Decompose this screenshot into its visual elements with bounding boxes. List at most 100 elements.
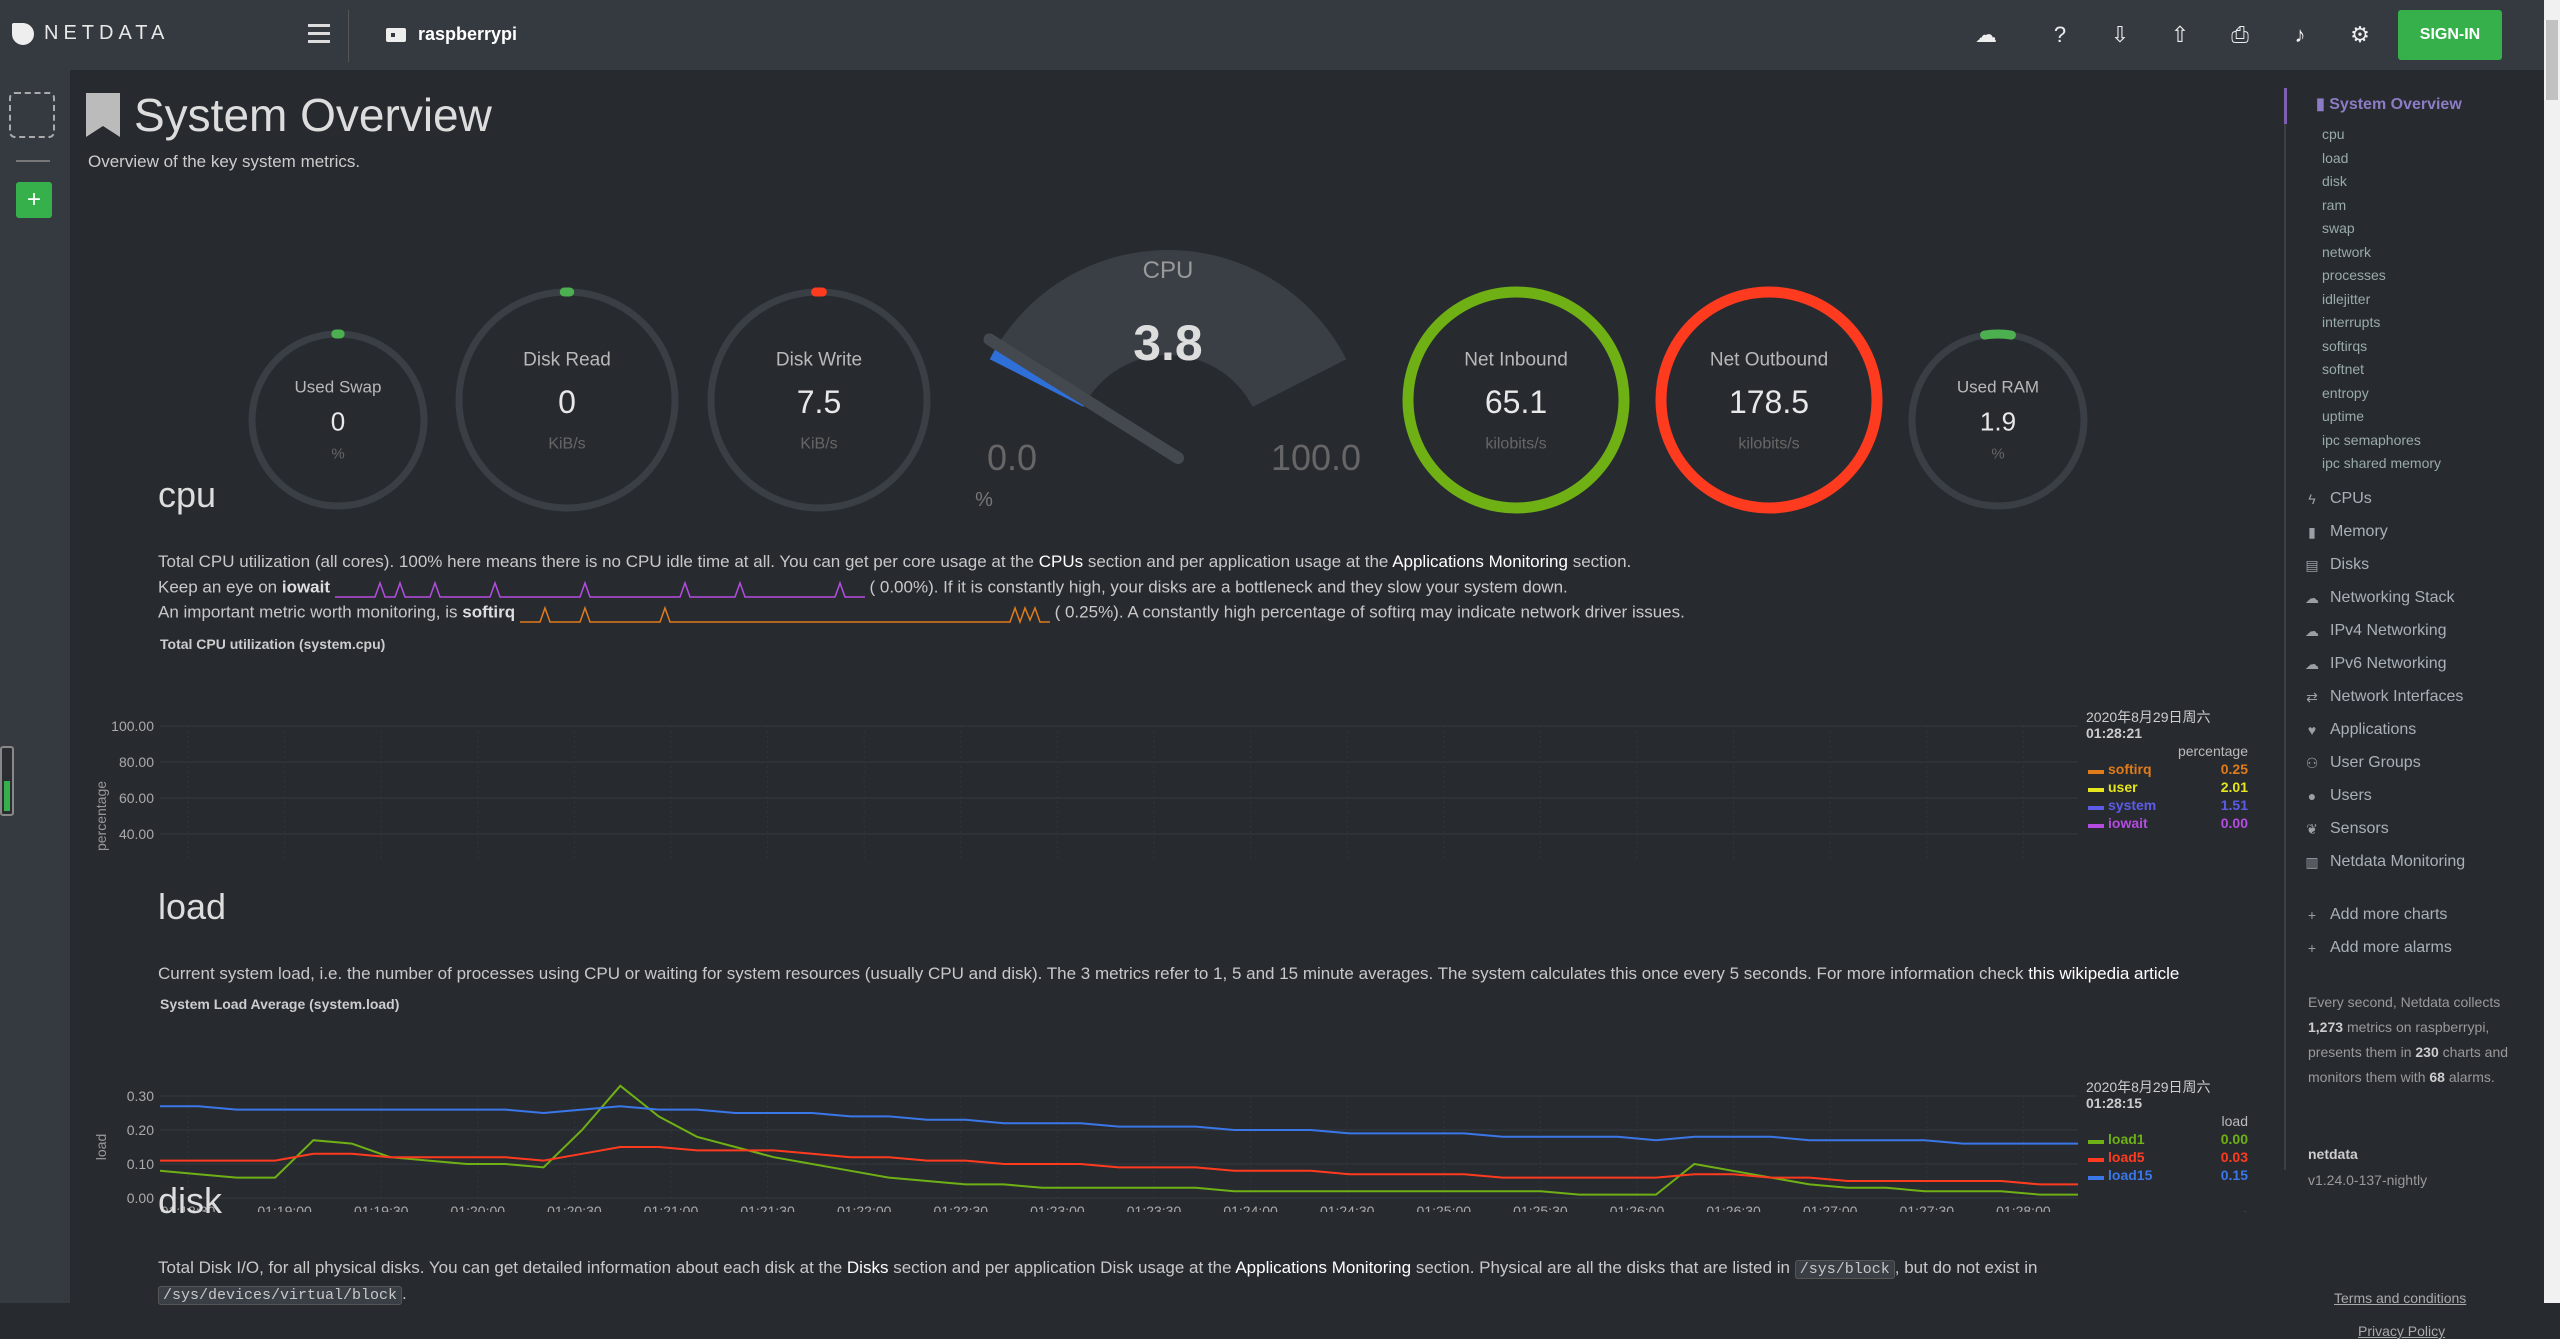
cloud-icon[interactable]: ☁	[1975, 22, 1997, 47]
terms-link[interactable]: Terms and conditions	[2334, 1290, 2467, 1306]
toc-sub-ram[interactable]: ram	[2322, 196, 2347, 213]
help-icon[interactable]: ?	[2053, 22, 2067, 47]
footer-text: charts and monitors them with	[2308, 1044, 2509, 1085]
legend-series-value: 2.01	[2221, 779, 2248, 795]
gauge-value: 65.1	[1485, 384, 1547, 420]
legend-series-name: softirq	[2108, 761, 2152, 777]
main-content: System Overview Overview of the key syst…	[70, 70, 2280, 1305]
chart-nav-icon: +	[2239, 1208, 2251, 1212]
toc-item-networking-stack[interactable]: ☁ Networking Stack	[2304, 589, 2455, 607]
toc-item-network-interfaces[interactable]: ⇄ Network Interfaces	[2304, 688, 2463, 706]
toc-sub-disk[interactable]: disk	[2322, 173, 2347, 189]
toc-sub-entropy[interactable]: entropy	[2322, 384, 2369, 401]
cpu-chart[interactable]: 100.0080.0060.0040.0020.000.00percentage…	[70, 630, 2280, 860]
toc-label: User Groups	[2330, 754, 2421, 771]
gauge-arc	[1907, 329, 2089, 511]
toc-sub-processes[interactable]: processes	[2322, 267, 2386, 283]
footer-text: metrics on raspberrypi, presents them in	[2308, 1019, 2490, 1060]
applications-monitoring-link[interactable]: Applications Monitoring	[1392, 552, 1568, 571]
gear-icon[interactable]: ⚙	[2350, 22, 2370, 47]
scrollbar-thumb[interactable]	[2546, 20, 2558, 100]
toc-item-users[interactable]: ● Users	[2304, 787, 2372, 805]
toc-sub-interrupts[interactable]: interrupts	[2322, 314, 2381, 330]
desc-text: ( 0.25%). A constantly high percentage o…	[1054, 602, 1685, 622]
load-chart[interactable]: 0.30 0.20 0.10 0.00 load 01:18:30 01:19:00 01:1…	[70, 992, 2280, 1212]
toc-sub-cpu[interactable]: cpu	[2322, 126, 2345, 142]
plus-icon: +	[2307, 940, 2317, 956]
page-title-text: System Overview	[134, 89, 492, 141]
privacy-link[interactable]: Privacy Policy	[2358, 1323, 2446, 1339]
gauge-unit: %	[1991, 446, 2004, 463]
iowait-label: iowait	[281, 577, 331, 597]
cloud-icon: ☁	[2305, 590, 2319, 606]
gauge-title: Used Swap	[295, 377, 382, 396]
netdata-logo[interactable]: NETDATA	[12, 22, 169, 45]
disks-link[interactable]: Disks	[846, 1258, 889, 1277]
download-icon[interactable]: ⇩	[2110, 22, 2130, 47]
sign-in-button[interactable]: SIGN-IN	[2398, 10, 2502, 60]
load-chart-title: System Load Average (system.load)	[160, 996, 400, 1012]
gauge-arc	[1402, 286, 1630, 514]
print-icon[interactable]: ⎙	[2231, 22, 2249, 47]
scrollbar[interactable]	[2544, 0, 2560, 1303]
toc-item-applications[interactable]: ♥ Applications	[2304, 721, 2416, 739]
toc-item-sensors[interactable]: ❦ Sensors	[2304, 820, 2389, 838]
users-icon: ⚇	[2305, 755, 2319, 771]
toc-item-memory[interactable]: ▮ Memory	[2304, 523, 2388, 541]
toc-sub-idlejitter[interactable]: idlejitter	[2322, 290, 2371, 307]
gauge-unit: KiB/s	[800, 436, 837, 453]
x-tick-label: 01:18:30	[161, 1203, 216, 1212]
footer-text: Every second, Netdata collects	[2308, 994, 2501, 1010]
cpus-link[interactable]: CPUs	[1038, 552, 1084, 571]
gauge-title: Disk Write	[776, 349, 862, 370]
host-selector[interactable]: raspberrypi	[386, 24, 517, 45]
wikipedia-link[interactable]: this wikipedia article	[2028, 964, 2180, 983]
applications-monitoring-link[interactable]: Applications Monitoring	[1235, 1258, 1412, 1277]
space-placeholder[interactable]	[9, 92, 55, 138]
toc-system-overview[interactable]: ▮ System Overview	[2316, 94, 2462, 114]
toc-active-marker	[2284, 88, 2287, 124]
load-section-heading: load	[158, 886, 227, 927]
legend-swatch	[2088, 1140, 2104, 1144]
toc-item-disks[interactable]: ▤ Disks	[2304, 556, 2369, 574]
toc-sub-softirqs[interactable]: softirqs	[2322, 337, 2368, 354]
footer-text: alarms.	[2448, 1069, 2495, 1085]
legend-swatch	[2088, 1158, 2104, 1162]
x-tick-label: 01:23:00	[1030, 1203, 1085, 1212]
netdata-logo-icon	[12, 22, 34, 45]
chart-nav-icon: ◂◂	[2169, 1208, 2183, 1212]
hamburger-menu-icon[interactable]	[308, 24, 330, 44]
add-more-alarms[interactable]: + Add more alarms	[2304, 939, 2452, 957]
gauge-value: 0	[558, 384, 576, 420]
add-more-charts[interactable]: + Add more charts	[2304, 906, 2447, 924]
legend-swatch	[2088, 1176, 2104, 1180]
cpu-section-heading: cpu	[158, 474, 217, 515]
toc-sub-ipc-semaphores[interactable]: ipc semaphores	[2322, 431, 2421, 448]
add-space-button[interactable]: +	[16, 182, 52, 218]
toc-sub-swap[interactable]: swap	[2322, 220, 2355, 236]
toc-sidebar: ▮ System Overview cpu load disk ram swap netw…	[2284, 70, 2544, 1339]
toc-label: Disks	[2330, 556, 2370, 573]
gauge-unit: KiB/s	[548, 436, 585, 453]
upload-icon[interactable]: ⇧	[2170, 22, 2190, 47]
toc-sub-load[interactable]: load	[2322, 149, 2349, 166]
y-axis-label: load	[93, 1134, 109, 1160]
desc-text: Total Disk I/O, for all physical disks. …	[158, 1258, 843, 1277]
toc-item-user-groups[interactable]: ⚇ User Groups	[2304, 754, 2421, 772]
toc-sub-ipc-shared-memory[interactable]: ipc shared memory	[2322, 455, 2442, 471]
gauge-used-swap: Used Swap 0%	[247, 329, 429, 511]
toc-item-cpus[interactable]: ϟ CPUs	[2304, 490, 2372, 508]
toc-sub-softnet[interactable]: softnet	[2322, 361, 2365, 377]
toc-sub-uptime[interactable]: uptime	[2322, 408, 2365, 424]
desc-text: ( 0.00%). If it is constantly high, your…	[869, 577, 1568, 597]
metrics-count: 1,273	[2308, 1019, 2344, 1035]
toc-item-ipv6-networking[interactable]: ☁ IPv6 Networking	[2304, 655, 2447, 673]
heartbeat-icon: ♥	[2307, 722, 2317, 738]
cpu-description: Total CPU utilization (all cores). 100% …	[158, 552, 1631, 572]
toc-item-netdata-monitoring[interactable]: ▥ Netdata Monitoring	[2304, 853, 2465, 871]
x-tick-label: 01:21:30	[740, 1203, 795, 1212]
toc-item-ipv4-networking[interactable]: ☁ IPv4 Networking	[2304, 622, 2447, 640]
bell-icon[interactable]: ♪	[2294, 22, 2306, 47]
toc-sub-network[interactable]: network	[2322, 243, 2372, 260]
plus-icon: +	[2307, 907, 2317, 923]
